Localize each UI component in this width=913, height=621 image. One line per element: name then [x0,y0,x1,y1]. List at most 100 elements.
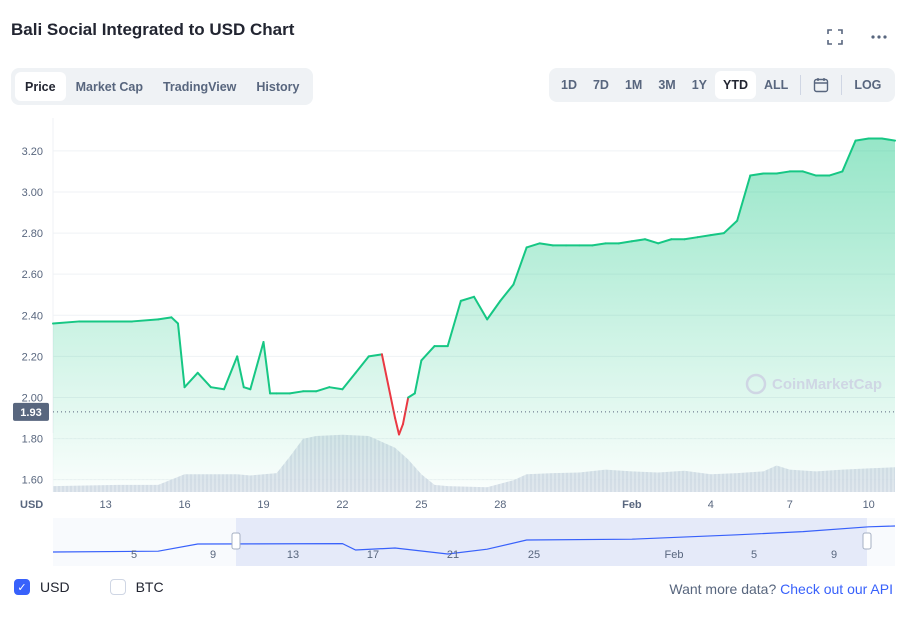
navigator-tick-label: 9 [831,549,837,561]
btc-checkbox[interactable] [109,579,126,595]
price-line-segment [828,170,844,177]
navigator-tick-label: 5 [751,549,757,561]
price-line-segment [223,355,239,391]
watermark: CoinMarketCap [772,376,882,393]
price-line-segment [249,340,265,391]
x-tick-label: 4 [708,499,714,511]
price-line-segment [130,318,160,323]
api-text: Want more data? [669,581,777,597]
api-link[interactable]: Check out our API [780,581,893,597]
navigator-handle[interactable] [231,532,241,550]
price-line-segment [394,417,401,436]
price-line-segment [683,236,699,241]
price-line-segment [880,137,896,142]
price-line-segment [617,240,633,245]
price-line-segment [157,316,173,321]
range-all[interactable]: ALL [764,78,789,92]
y-axis-label: USD [20,499,43,511]
y-tick-label: 2.40 [22,310,43,322]
price-line-segment [170,316,179,325]
price-line-segment [512,246,528,286]
price-line-segment [446,299,462,348]
x-tick-label: 25 [415,499,427,511]
x-tick-label: 19 [257,499,269,511]
range-1d[interactable]: 1D [561,78,577,92]
current-price-label: 1.93 [20,407,41,419]
price-line-segment [262,340,272,395]
range-1y[interactable]: 1Y [691,78,708,92]
price-line-segment [341,371,357,391]
price-line-segment [354,355,370,374]
y-tick-label: 2.80 [22,228,43,240]
time-range-selector: 1D 7D 1M 3M 1Y YTD ALL LOG [549,68,895,102]
chart-type-tabs: Price Market Cap TradingView History [11,68,314,105]
navigator-line [52,525,896,555]
tab-price[interactable]: Price [15,72,66,101]
tab-market-cap[interactable]: Market Cap [75,79,143,94]
price-line-segment [841,139,857,173]
price-line-segment [749,172,765,177]
price-line-segment [657,238,673,245]
btc-label: BTC [135,579,164,595]
price-line-segment [236,355,245,389]
price-line-segment [407,392,416,399]
price-line-segment [486,299,502,321]
calendar-icon[interactable] [805,71,837,99]
log-toggle[interactable]: LOG [854,78,882,92]
y-tick-label: 3.00 [22,187,43,199]
more-dots-icon[interactable] [869,27,889,47]
page-title: Bali Social Integrated to USD Chart [11,20,295,39]
range-divider [841,75,843,95]
range-3m[interactable]: 3M [658,78,676,92]
y-tick-label: 2.60 [22,269,43,281]
api-promo: Want more data? Check out our API [669,581,893,597]
price-line-segment [722,219,739,235]
price-line-segment [52,320,81,325]
y-tick-label: 1.80 [22,434,43,446]
navigator-tick-label: 9 [210,549,216,561]
navigator-tick-label: 21 [447,549,459,561]
coinmarketcap-logo-icon [745,373,767,395]
range-1m[interactable]: 1M [624,78,643,92]
range-divider [800,75,802,95]
tab-history[interactable]: History [256,79,300,94]
y-tick-label: 1.60 [22,475,43,487]
price-line-segment [380,353,397,420]
price-line-segment [398,423,404,436]
price-line-segment [413,359,423,395]
price-line-segment [367,353,383,358]
price-line-segment [736,174,752,222]
price-line-segment [499,283,515,302]
price-line-segment [525,242,541,249]
y-tick-label: 2.20 [22,351,43,363]
navigator-selection [236,518,867,566]
price-line-segment [242,386,252,391]
x-tick-label: 22 [336,499,348,511]
navigator-tick-label: 13 [287,549,299,561]
price-line-segment [328,386,344,391]
price-line-segment [473,295,489,321]
navigator-handle[interactable] [862,532,872,550]
current-price-badge [13,402,49,421]
price-line-segment [630,238,647,243]
x-tick-label: 16 [178,499,190,511]
x-tick-label: 7 [787,499,793,511]
x-tick-label: Feb [622,499,642,511]
price-line-segment [183,371,199,389]
fullscreen-icon[interactable] [825,27,845,47]
price-line-segment [696,234,712,239]
price-line-segment [709,232,725,237]
price-line-segment [591,242,607,247]
x-tick-label: 10 [863,499,875,511]
price-line-segment [854,137,870,142]
usd-checkbox[interactable]: ✓ [14,579,30,595]
x-tick-label: 28 [494,499,506,511]
range-7d[interactable]: 7D [592,78,609,92]
navigator-tick-label: 25 [528,549,540,561]
tab-tradingview[interactable]: TradingView [162,79,237,94]
price-line-segment [801,170,818,177]
x-tick-label: 13 [100,499,112,511]
price-line-segment [538,242,554,247]
range-ytd[interactable]: YTD [715,71,757,99]
